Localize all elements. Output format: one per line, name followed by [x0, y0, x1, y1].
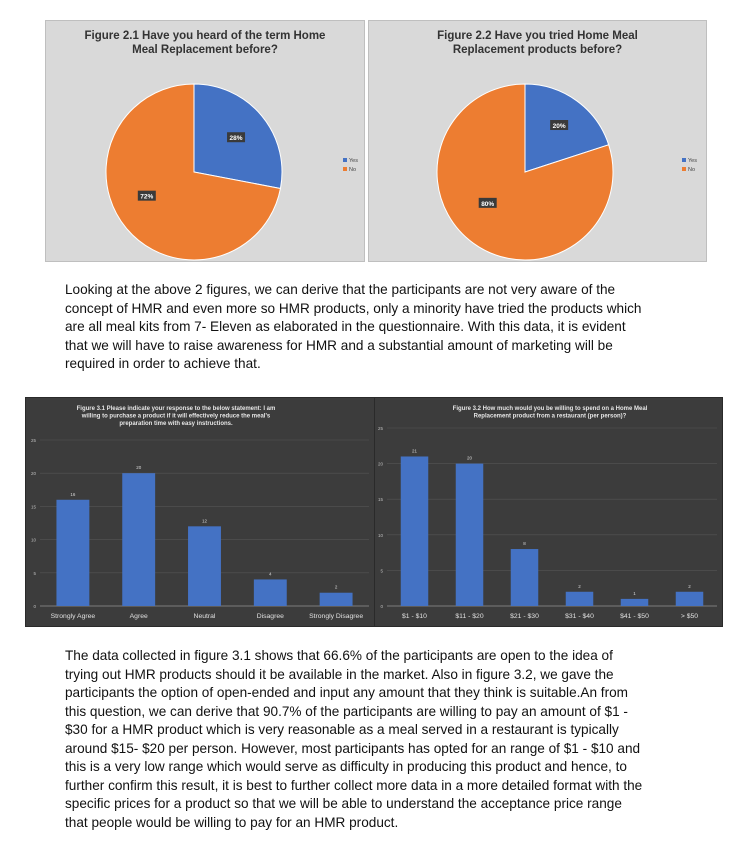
- pie-data-label: 80%: [481, 201, 494, 208]
- bar-data-label: 12: [202, 518, 208, 523]
- bar-data-label: 21: [412, 448, 418, 453]
- x-tick-label: $1 - $10: [402, 613, 427, 620]
- y-tick-label: 25: [31, 438, 37, 443]
- pie-label-bg: [227, 132, 246, 143]
- figure-3-1-chart: Figure 3.1 Please indicate your response…: [25, 397, 376, 627]
- bar-data-label: 2: [688, 584, 691, 589]
- y-tick-label: 0: [33, 604, 36, 609]
- y-tick-label: 10: [378, 533, 384, 538]
- legend-label-yes: Yes: [349, 158, 358, 164]
- legend-swatch-no: [343, 167, 347, 171]
- figure-2-1-pie: 28% 72% Yes No: [105, 83, 358, 261]
- chart-title-line: willing to purchase a product if it will…: [81, 414, 271, 420]
- pie-label-bg: [478, 197, 497, 208]
- y-tick-label: 15: [378, 497, 384, 502]
- figure-2-1-title: Figure 2.1 Have you heard of the term Ho…: [84, 30, 326, 56]
- bar-5: [620, 598, 649, 606]
- legend-swatch-yes: [682, 158, 686, 162]
- bar-1: [400, 456, 429, 606]
- x-tick-label: Disagree: [257, 613, 284, 620]
- x-tick-label: $41 - $50: [620, 613, 649, 620]
- bar-data-label: 1: [633, 591, 636, 596]
- y-tick-label: 0: [380, 604, 383, 609]
- figure-3-1-bars: Figure 3.1 Please indicate your response…: [31, 406, 369, 620]
- y-tick-label: 20: [378, 462, 384, 467]
- bar-4: [565, 591, 594, 606]
- paragraph-2: The data collected in figure 3.1 shows t…: [65, 648, 643, 830]
- y-tick-label: 10: [31, 538, 37, 543]
- pie-slice-no: [436, 83, 614, 261]
- figure-2-2-chart: Figure 2.2 Have you tried Home Meal Repl…: [368, 20, 707, 262]
- pie-data-label: 20%: [553, 123, 566, 130]
- pie-data-label: 72%: [140, 194, 153, 201]
- x-tick-label: Agree: [130, 613, 148, 620]
- y-tick-label: 20: [31, 471, 37, 476]
- legend-swatch-yes: [343, 158, 347, 162]
- bar-3: [510, 549, 539, 606]
- bar-data-label: 20: [467, 456, 473, 461]
- x-tick-label: $31 - $40: [565, 613, 594, 620]
- legend-label-no: No: [688, 167, 695, 173]
- x-tick-label: Strongly Agree: [51, 613, 96, 620]
- chart-title-line: Figure 3.2 How much would you be willing…: [453, 406, 648, 412]
- x-tick-label: $11 - $20: [455, 613, 483, 620]
- bar-data-label: 2: [335, 585, 338, 590]
- bar-data-label: 8: [523, 541, 526, 546]
- legend-label-no: No: [349, 167, 356, 173]
- chart-title-line: Replacement product from a restaurant (p…: [474, 414, 627, 420]
- figure-3-2-chart: Figure 3.2 How much would you be willing…: [374, 397, 723, 627]
- bar-data-label: 20: [136, 465, 142, 470]
- figure-2-1-chart: Figure 2.1 Have you heard of the term Ho…: [45, 20, 365, 262]
- bar-2: [122, 473, 156, 606]
- legend-label-yes: Yes: [688, 158, 697, 164]
- pie-label-bg: [550, 120, 569, 131]
- bar-3: [188, 526, 221, 606]
- y-tick-label: 5: [33, 571, 36, 576]
- y-tick-label: 15: [31, 504, 37, 509]
- x-tick-label: $21 - $30: [510, 613, 539, 620]
- pie-data-label: 28%: [230, 135, 243, 142]
- chart-title-line: preparation time with easy instructions.: [119, 421, 233, 427]
- figure-2-2-title: Figure 2.2 Have you tried Home Meal Repl…: [437, 30, 638, 56]
- x-tick-label: Neutral: [194, 613, 216, 620]
- bar-data-label: 16: [70, 492, 76, 497]
- bar-5: [319, 592, 353, 606]
- bar-data-label: 2: [578, 584, 581, 589]
- y-tick-label: 5: [380, 568, 383, 573]
- y-tick-label: 25: [378, 426, 384, 431]
- figure-3-2-bars: Figure 3.2 How much would you be willing…: [378, 406, 717, 620]
- paragraph-1: Looking at the above 2 figures, we can d…: [65, 282, 642, 371]
- pie-label-bg: [137, 190, 156, 201]
- bar-data-label: 4: [269, 571, 272, 576]
- bar-1: [56, 499, 90, 606]
- bar-4: [253, 579, 287, 606]
- x-tick-label: > $50: [681, 613, 698, 620]
- pie-slice-no: [105, 83, 282, 261]
- x-tick-label: Strongly Disagree: [309, 613, 363, 620]
- bar-6: [675, 591, 704, 606]
- chart-title-line: Figure 3.1 Please indicate your response…: [77, 406, 276, 412]
- figure-2-2-pie: 20% 80% Yes No: [436, 83, 697, 261]
- legend-swatch-no: [682, 167, 686, 171]
- bar-2: [455, 463, 484, 606]
